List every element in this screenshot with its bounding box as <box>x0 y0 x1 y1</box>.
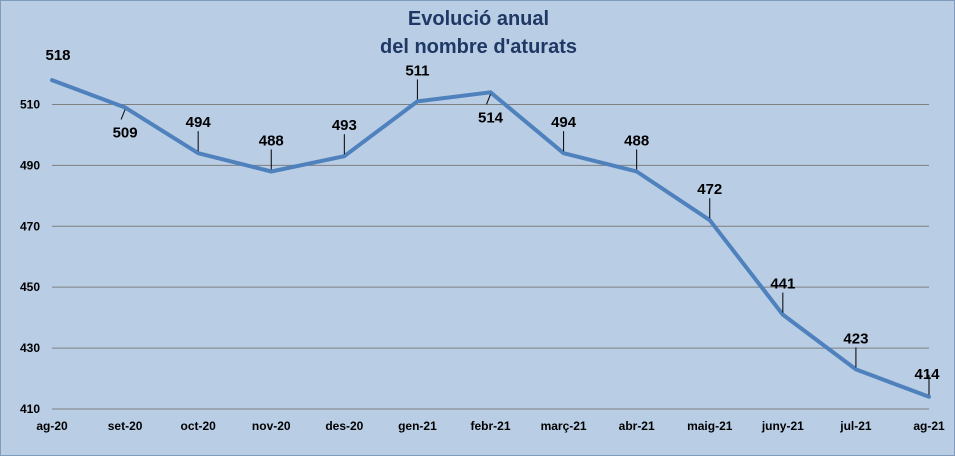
x-tick-label: ag-21 <box>913 419 945 433</box>
data-label: 494 <box>551 114 577 131</box>
data-label: 472 <box>697 181 722 198</box>
data-label: 441 <box>770 276 795 293</box>
x-tick-label: febr-21 <box>470 419 510 433</box>
x-tick-label: gen-21 <box>398 419 437 433</box>
chart-title-line-2: del nombre d'aturats <box>379 36 577 58</box>
data-label: 511 <box>405 62 429 79</box>
y-tick-label: 470 <box>20 219 40 233</box>
x-tick-label: juny-21 <box>761 419 804 433</box>
y-tick-label: 430 <box>20 341 40 355</box>
series-line <box>50 78 931 399</box>
x-tick-label: ag-20 <box>36 419 68 433</box>
data-label: 494 <box>186 114 212 131</box>
y-tick-label: 450 <box>20 280 40 294</box>
data-label: 514 <box>478 109 504 126</box>
y-tick-label: 490 <box>20 158 40 172</box>
y-tick-label: 410 <box>20 402 40 416</box>
y-tick-label: 510 <box>20 97 40 111</box>
data-label: 423 <box>843 330 868 347</box>
x-tick-label: set-20 <box>108 419 143 433</box>
data-label: 488 <box>624 132 649 149</box>
data-label-leader <box>486 94 491 105</box>
x-tick-label: des-20 <box>325 419 363 433</box>
data-label: 509 <box>113 125 138 142</box>
chart-title-line-1: Evolució anual <box>407 8 550 30</box>
x-tick-label: oct-20 <box>180 419 216 433</box>
chart-title: Evolució anual del nombre d'aturats <box>1 5 955 61</box>
x-tick-label: maig-21 <box>687 419 733 433</box>
x-tick-label: nov-20 <box>252 419 291 433</box>
data-label: 493 <box>332 117 357 134</box>
data-label: 488 <box>259 132 284 149</box>
data-label: 414 <box>914 366 940 383</box>
x-tick-label: març-21 <box>541 419 587 433</box>
x-tick-label: abr-21 <box>619 419 655 433</box>
data-label: 518 <box>45 47 70 64</box>
x-tick-label: jul-21 <box>839 419 872 433</box>
data-label-leader <box>120 109 126 120</box>
